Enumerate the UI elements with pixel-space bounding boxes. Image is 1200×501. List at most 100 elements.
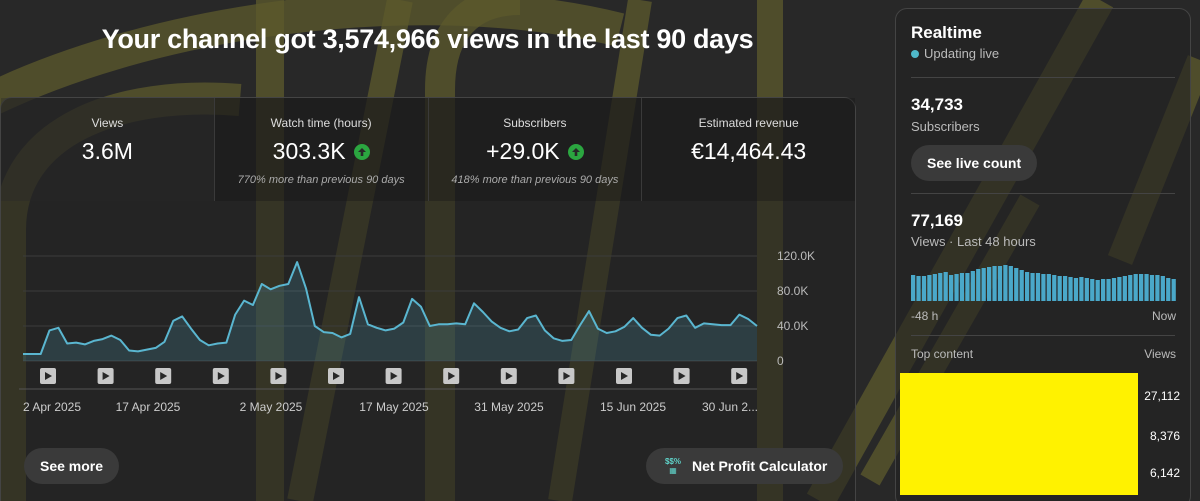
realtime-bar[interactable]: [921, 276, 927, 301]
x-tick-label: 2 May 2025: [240, 400, 303, 414]
analytics-card: Views 3.6M Watch time (hours) 303.3K 770…: [0, 97, 856, 501]
realtime-panel: Realtime Updating live 34,733 Subscriber…: [895, 8, 1191, 501]
realtime-bar[interactable]: [916, 276, 921, 301]
realtime-bar[interactable]: [1117, 277, 1122, 301]
x-tick-label: 2 Apr 2025: [23, 400, 81, 414]
realtime-bar[interactable]: [1101, 279, 1106, 301]
y-tick-label: 120.0K: [777, 249, 815, 263]
metric-revenue[interactable]: Estimated revenue €14,464.43: [641, 98, 855, 201]
metric-views[interactable]: Views 3.6M: [1, 98, 214, 201]
realtime-bar[interactable]: [1111, 278, 1117, 301]
y-tick-label: 80.0K: [777, 284, 808, 298]
realtime-bar[interactable]: [1084, 278, 1089, 301]
realtime-bar[interactable]: [959, 273, 965, 301]
realtime-axis-end: Now: [1151, 309, 1176, 323]
realtime-bar[interactable]: [970, 271, 975, 301]
realtime-bar[interactable]: [1019, 270, 1024, 301]
play-icon[interactable]: [500, 368, 517, 384]
live-dot-icon: [911, 49, 919, 58]
realtime-bar[interactable]: [1041, 274, 1046, 301]
views-chart[interactable]: 120.0K 80.0K 40.0K 0 2 Apr 2025 17 Apr 2025 2 …: [1, 238, 857, 428]
views-area: [23, 262, 757, 361]
realtime-bar[interactable]: [1073, 278, 1079, 301]
live-status-text: Updating live: [924, 46, 1000, 61]
play-icon[interactable]: [673, 368, 690, 384]
realtime-bar[interactable]: [1155, 275, 1160, 301]
realtime-bar[interactable]: [1014, 268, 1019, 301]
realtime-bar[interactable]: [932, 274, 937, 301]
realtime-bar[interactable]: [1122, 276, 1127, 301]
realtime-bar-chart[interactable]: [911, 261, 1177, 301]
top-content-views-2: 8,376: [1149, 429, 1180, 443]
net-profit-calculator-button[interactable]: $$% ▦ Net Profit Calculator: [646, 448, 844, 484]
realtime-subscribers-value: 34,733: [911, 95, 963, 114]
realtime-bar[interactable]: [1068, 277, 1073, 301]
realtime-bar[interactable]: [1133, 274, 1138, 301]
play-icon[interactable]: [443, 368, 460, 384]
metric-subscribers[interactable]: Subscribers +29.0K 418% more than previo…: [427, 98, 642, 201]
metric-value: 303.3K: [273, 138, 370, 165]
divider: [911, 77, 1175, 78]
play-icon[interactable]: [616, 368, 632, 384]
realtime-bar[interactable]: [1063, 276, 1068, 301]
realtime-views-label: Views · Last 48 hours: [911, 234, 1036, 249]
play-icon[interactable]: [270, 368, 287, 384]
realtime-bar[interactable]: [1139, 274, 1144, 301]
realtime-bar[interactable]: [954, 274, 959, 301]
metric-label: Subscribers: [503, 116, 567, 130]
play-icon[interactable]: [328, 368, 344, 384]
realtime-bar[interactable]: [976, 269, 981, 301]
realtime-bar[interactable]: [943, 272, 948, 301]
realtime-bar[interactable]: [1171, 279, 1176, 301]
top-content-label: Top content: [911, 347, 974, 361]
see-more-button[interactable]: See more: [24, 448, 120, 484]
top-content-views-1: 27,112: [1144, 389, 1180, 403]
play-icon[interactable]: [97, 368, 114, 384]
realtime-bar[interactable]: [1090, 279, 1095, 301]
realtime-bar[interactable]: [938, 273, 943, 301]
realtime-bar[interactable]: [987, 267, 992, 301]
net-profit-calculator-icon: $$% ▦: [664, 457, 681, 475]
realtime-bar[interactable]: [1149, 275, 1155, 301]
metric-comparison: 770% more than previous 90 days: [237, 174, 405, 186]
realtime-bar[interactable]: [1030, 273, 1035, 301]
play-icon[interactable]: [731, 368, 748, 384]
realtime-bar[interactable]: [1128, 275, 1133, 301]
play-icon[interactable]: [155, 368, 172, 384]
see-live-count-button[interactable]: See live count: [911, 145, 1038, 181]
realtime-bar[interactable]: [997, 266, 1003, 301]
net-profit-calculator-label: Net Profit Calculator: [692, 458, 828, 474]
metric-watch-time[interactable]: Watch time (hours) 303.3K 770% more than…: [213, 98, 428, 201]
realtime-bar[interactable]: [949, 275, 954, 301]
realtime-bar[interactable]: [1046, 274, 1051, 301]
play-icon[interactable]: [558, 368, 575, 384]
metric-value: 3.6M: [81, 138, 133, 164]
y-tick-label: 0: [777, 354, 784, 368]
realtime-bar[interactable]: [1144, 274, 1149, 301]
realtime-axis-start: -48 h: [911, 309, 939, 323]
realtime-bar[interactable]: [965, 273, 970, 301]
realtime-views-value: 77,169: [911, 211, 963, 230]
play-icon[interactable]: [385, 368, 402, 384]
realtime-bar[interactable]: [911, 275, 916, 301]
metric-value: €14,464.43: [691, 138, 807, 164]
play-icon[interactable]: [40, 368, 56, 384]
realtime-bar[interactable]: [1079, 277, 1084, 301]
realtime-bar[interactable]: [1035, 273, 1041, 301]
realtime-bar[interactable]: [1106, 279, 1111, 301]
play-icon[interactable]: [212, 368, 229, 384]
realtime-bar[interactable]: [1057, 276, 1062, 301]
realtime-bar[interactable]: [981, 268, 986, 301]
realtime-bar[interactable]: [992, 266, 997, 301]
realtime-bar[interactable]: [1095, 280, 1100, 301]
page-headline: Your channel got 3,574,966 views in the …: [101, 24, 754, 54]
realtime-bar[interactable]: [1166, 278, 1171, 301]
realtime-bar[interactable]: [1003, 265, 1008, 301]
realtime-bar[interactable]: [1160, 276, 1165, 301]
divider: [911, 335, 1175, 336]
metric-label: Estimated revenue: [698, 116, 799, 130]
realtime-bar[interactable]: [1052, 275, 1057, 301]
realtime-bar[interactable]: [1008, 266, 1013, 301]
realtime-bar[interactable]: [1025, 272, 1030, 301]
realtime-bar[interactable]: [927, 275, 932, 301]
